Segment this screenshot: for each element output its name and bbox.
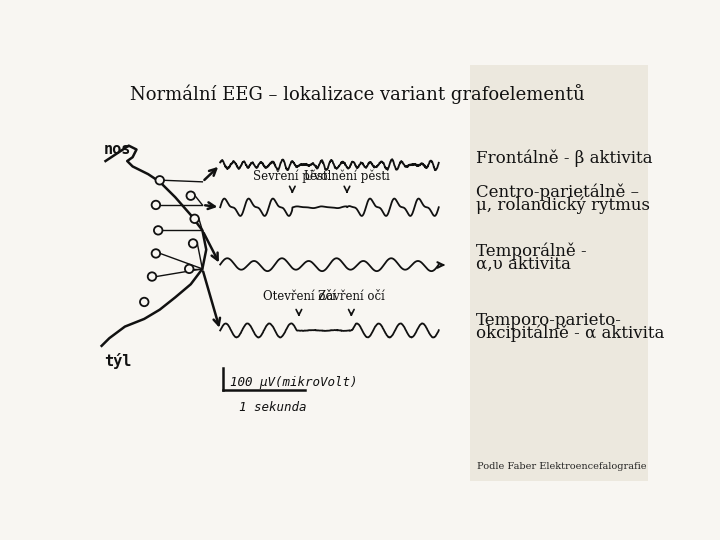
Text: Uvolnění pěsti: Uvolnění pěsti [304,169,390,183]
Text: týl: týl [104,353,131,369]
Circle shape [152,249,160,258]
Text: okcipitálně - α aktivita: okcipitálně - α aktivita [476,325,665,342]
Text: Frontálně - β aktivita: Frontálně - β aktivita [476,150,652,167]
Text: Centro-parietálně –: Centro-parietálně – [476,183,639,200]
Circle shape [156,176,164,185]
Circle shape [154,226,163,234]
Bar [469,65,648,481]
Circle shape [140,298,148,306]
Circle shape [152,201,160,209]
Circle shape [148,272,156,281]
Circle shape [185,265,194,273]
Text: Podle Faber Elektroencefalografie: Podle Faber Elektroencefalografie [477,462,647,471]
Circle shape [190,214,199,223]
Text: Temporo-parieto-: Temporo-parieto- [476,312,622,329]
Text: Normální EEG – lokalizace variant grafoelementů: Normální EEG – lokalizace variant grafoe… [130,84,585,104]
Text: Otevření očí: Otevření očí [263,290,336,303]
Polygon shape [0,0,90,242]
Text: Zavření očí: Zavření očí [318,290,384,303]
Circle shape [186,192,195,200]
Text: 100 μV(mikroVolt): 100 μV(mikroVolt) [230,375,357,389]
Text: Sevření pěsti: Sevření pěsti [253,169,331,183]
Circle shape [189,239,197,248]
Text: α,υ aktivita: α,υ aktivita [476,256,571,273]
Text: μ, rolandický rytmus: μ, rolandický rytmus [476,196,650,214]
Text: 1 sekunda: 1 sekunda [239,401,306,414]
Text: nos: nos [104,142,131,157]
Text: Temporálně -: Temporálně - [476,242,587,260]
